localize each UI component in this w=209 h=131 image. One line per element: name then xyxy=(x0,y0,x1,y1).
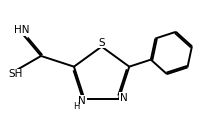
Text: S: S xyxy=(98,38,105,48)
Text: H: H xyxy=(73,102,79,111)
Text: HN: HN xyxy=(14,25,30,35)
Text: N: N xyxy=(78,95,86,106)
Text: SH: SH xyxy=(9,69,23,79)
Text: N: N xyxy=(120,93,127,103)
